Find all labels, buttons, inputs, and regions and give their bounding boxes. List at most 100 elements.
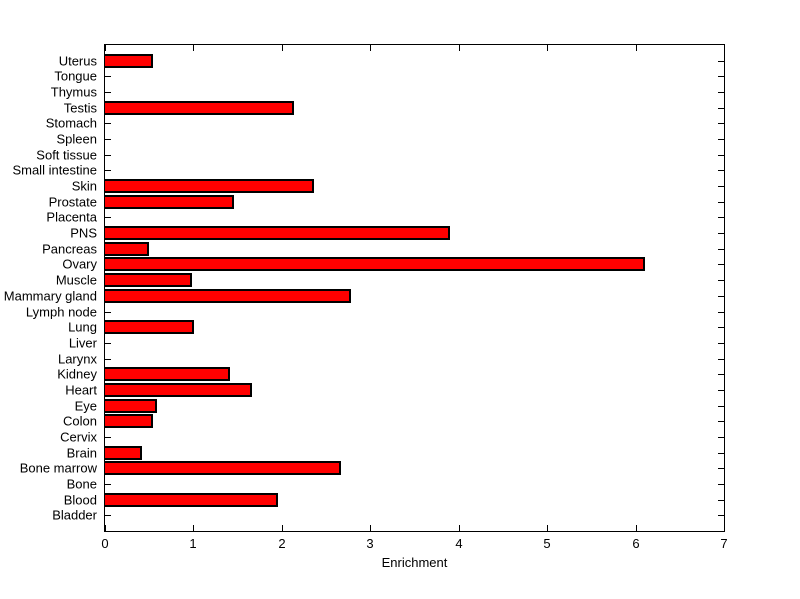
bar-uterus — [105, 54, 153, 68]
y-axis-label-stomach: Stomach — [45, 115, 97, 131]
x-axis-label-0: 0 — [101, 536, 109, 551]
x-tick-top-1 — [193, 45, 194, 51]
y-axis-label-larynx: Larynx — [57, 351, 97, 367]
x-axis-title: Enrichment — [381, 555, 448, 570]
y-axis-label-uterus: Uterus — [58, 53, 97, 69]
x-tick-top-2 — [282, 45, 283, 51]
y-axis-label-bone-marrow: Bone marrow — [19, 460, 97, 476]
x-tick-bottom-1 — [193, 525, 194, 531]
y-axis-label-prostate: Prostate — [48, 194, 97, 210]
y-axis-label-lung: Lung — [68, 319, 97, 335]
y-axis-label-thymus: Thymus — [50, 84, 97, 100]
y-tick-right-spleen — [718, 139, 724, 140]
y-axis-label-eye: Eye — [74, 398, 97, 414]
bar-kidney — [105, 367, 230, 381]
y-tick-right-larynx — [718, 359, 724, 360]
x-tick-top-4 — [459, 45, 460, 51]
y-tick-bladder — [105, 515, 111, 516]
x-axis-label-4: 4 — [455, 536, 463, 551]
bar-pancreas — [105, 242, 149, 256]
y-axis-label-kidney: Kidney — [57, 366, 97, 382]
x-axis-label-7: 7 — [720, 536, 728, 551]
plot-area — [104, 44, 725, 532]
x-axis-label-5: 5 — [543, 536, 551, 551]
y-tick-right-heart — [718, 390, 724, 391]
bar-blood — [105, 493, 278, 507]
bar-ovary — [105, 257, 645, 271]
y-tick-bone — [105, 484, 111, 485]
y-axis-label-lymph-node: Lymph node — [25, 304, 97, 320]
bar-bone-marrow — [105, 461, 341, 475]
y-axis-label-pns: PNS — [70, 225, 97, 241]
y-tick-soft-tissue — [105, 155, 111, 156]
y-tick-right-ovary — [718, 264, 724, 265]
y-tick-right-placenta — [718, 217, 724, 218]
y-tick-right-stomach — [718, 123, 724, 124]
y-tick-right-bladder — [718, 515, 724, 516]
bar-heart — [105, 383, 252, 397]
y-axis-label-bone: Bone — [66, 476, 97, 492]
y-tick-liver — [105, 343, 111, 344]
y-tick-right-cervix — [718, 437, 724, 438]
x-tick-bottom-0 — [105, 525, 106, 531]
y-axis-label-spleen: Spleen — [56, 131, 97, 147]
y-tick-cervix — [105, 437, 111, 438]
bar-muscle — [105, 273, 192, 287]
y-axis-label-colon: Colon — [63, 413, 97, 429]
y-tick-right-thymus — [718, 92, 724, 93]
y-tick-right-brain — [718, 453, 724, 454]
y-axis-label-mammary-gland: Mammary gland — [3, 288, 97, 304]
x-tick-top-3 — [370, 45, 371, 51]
y-tick-right-muscle — [718, 280, 724, 281]
y-axis-label-placenta: Placenta — [46, 209, 97, 225]
x-tick-bottom-2 — [282, 525, 283, 531]
bar-colon — [105, 414, 153, 428]
y-axis-label-liver: Liver — [68, 335, 97, 351]
y-axis-label-skin: Skin — [71, 178, 97, 194]
y-tick-right-pns — [718, 233, 724, 234]
y-tick-spleen — [105, 139, 111, 140]
y-axis-label-soft-tissue: Soft tissue — [36, 147, 97, 163]
x-axis-label-2: 2 — [278, 536, 286, 551]
y-axis-label-pancreas: Pancreas — [42, 241, 97, 257]
y-axis-label-ovary: Ovary — [62, 256, 97, 272]
y-tick-right-small-intestine — [718, 170, 724, 171]
y-axis-label-muscle: Muscle — [55, 272, 97, 288]
y-tick-right-mammary-gland — [718, 296, 724, 297]
bar-lung — [105, 320, 194, 334]
bar-prostate — [105, 195, 234, 209]
y-axis-label-heart: Heart — [65, 382, 97, 398]
y-axis-label-tongue: Tongue — [54, 68, 97, 84]
y-tick-right-uterus — [718, 61, 724, 62]
y-tick-right-lymph-node — [718, 312, 724, 313]
x-axis-label-3: 3 — [366, 536, 374, 551]
y-axis-label-brain: Brain — [66, 445, 97, 461]
x-tick-top-5 — [547, 45, 548, 51]
y-tick-right-pancreas — [718, 249, 724, 250]
y-tick-right-soft-tissue — [718, 155, 724, 156]
y-tick-right-lung — [718, 327, 724, 328]
x-tick-bottom-6 — [636, 525, 637, 531]
y-axis-label-bladder: Bladder — [52, 507, 97, 523]
bar-skin — [105, 179, 314, 193]
bar-testis — [105, 101, 294, 115]
y-tick-right-testis — [718, 108, 724, 109]
x-axis-label-1: 1 — [189, 536, 197, 551]
y-tick-right-liver — [718, 343, 724, 344]
y-tick-right-prostate — [718, 202, 724, 203]
bar-brain — [105, 446, 142, 460]
x-tick-bottom-4 — [459, 525, 460, 531]
y-tick-right-colon — [718, 421, 724, 422]
bar-pns — [105, 226, 450, 240]
x-tick-bottom-5 — [547, 525, 548, 531]
y-tick-right-skin — [718, 186, 724, 187]
y-axis-label-small-intestine: Small intestine — [12, 162, 97, 178]
y-tick-small-intestine — [105, 170, 111, 171]
y-tick-right-blood — [718, 500, 724, 501]
bar-eye — [105, 399, 157, 413]
x-tick-top-6 — [636, 45, 637, 51]
y-tick-right-eye — [718, 406, 724, 407]
y-axis-label-cervix: Cervix — [60, 429, 97, 445]
x-tick-bottom-3 — [370, 525, 371, 531]
